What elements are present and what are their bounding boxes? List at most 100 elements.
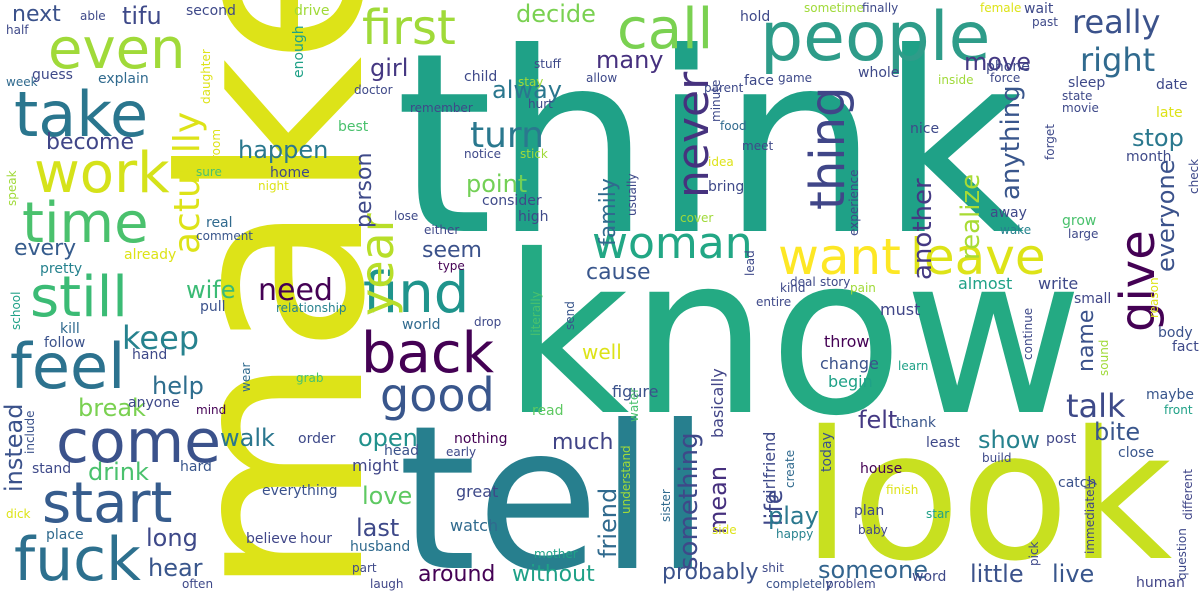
word: maybe <box>1146 387 1195 403</box>
word: enough <box>291 25 307 78</box>
word: every <box>14 236 77 261</box>
word: show <box>978 426 1041 454</box>
word: completely <box>766 577 833 591</box>
word: name <box>1074 309 1099 372</box>
word: force <box>990 71 1021 85</box>
word: wear <box>239 362 253 392</box>
word: much <box>552 430 614 455</box>
word: pretty <box>40 261 83 277</box>
word: grab <box>296 371 324 385</box>
word: back <box>361 321 495 386</box>
word: everyone <box>1152 159 1180 272</box>
word: dick <box>6 507 31 521</box>
word: walk <box>220 424 275 452</box>
word: bring <box>708 179 745 195</box>
word: house <box>860 461 903 477</box>
word: entire <box>756 295 792 309</box>
word: sleep <box>1068 75 1106 91</box>
word: immediately <box>1083 479 1097 554</box>
word: baby <box>858 523 888 537</box>
word: consider <box>482 193 542 209</box>
word: first <box>362 0 456 56</box>
word: star <box>926 507 950 521</box>
word: mind <box>196 403 227 417</box>
word: shit <box>762 561 784 575</box>
word: happen <box>238 136 329 164</box>
word: even <box>48 17 186 82</box>
word: people <box>760 0 991 77</box>
word: word <box>912 569 947 585</box>
word: school <box>9 291 23 330</box>
word: play <box>768 502 819 530</box>
word: nothing <box>454 431 508 447</box>
word: idea <box>708 155 734 169</box>
word: little <box>970 560 1024 588</box>
word: different <box>1181 469 1195 520</box>
word: everything <box>262 483 338 499</box>
word: water <box>627 387 641 422</box>
word: thing <box>800 86 856 210</box>
word: must <box>880 300 921 319</box>
word: know <box>502 208 1084 464</box>
word: point <box>466 170 528 198</box>
word: right <box>1080 41 1156 79</box>
word: whole <box>858 65 900 81</box>
word: experience <box>847 169 861 236</box>
word: sure <box>196 165 222 179</box>
word: game <box>778 71 813 85</box>
word: laugh <box>370 577 404 591</box>
word: tifu <box>122 2 162 30</box>
word: sound <box>1097 339 1111 376</box>
word: leave <box>910 228 1046 286</box>
word: able <box>80 9 106 23</box>
word: write <box>1038 274 1079 293</box>
word: talk <box>1066 387 1126 425</box>
word: minute <box>709 79 723 122</box>
word: best <box>338 119 369 135</box>
word: large <box>1068 227 1099 241</box>
word: pain <box>850 281 876 295</box>
word: create <box>783 449 797 488</box>
word: late <box>1156 105 1183 121</box>
word: date <box>1156 77 1188 93</box>
word: find <box>363 261 470 326</box>
word: change <box>820 354 879 373</box>
word: stay <box>518 75 544 89</box>
word: fuck <box>14 525 141 595</box>
word: love <box>362 482 413 510</box>
word: finish <box>886 483 919 497</box>
word: human <box>1136 575 1185 591</box>
word: hand <box>132 347 168 363</box>
word: cause <box>586 260 651 285</box>
word: literally <box>529 291 543 336</box>
word: relationship <box>276 301 347 315</box>
word: watch <box>450 516 499 535</box>
word: friend <box>594 487 622 558</box>
word: side <box>712 523 737 537</box>
word: bite <box>1094 418 1141 446</box>
word: guess <box>32 67 73 83</box>
word: husband <box>350 539 411 555</box>
word: allow <box>586 71 618 85</box>
word: seem <box>422 238 482 263</box>
word: pull <box>200 299 226 315</box>
word: face <box>744 73 774 89</box>
word: forget <box>1043 124 1057 160</box>
word: happy <box>776 527 814 541</box>
word: something <box>674 432 704 570</box>
word: work <box>34 141 170 206</box>
word: another <box>908 178 938 280</box>
word: nice <box>910 121 940 137</box>
word: realize <box>956 173 986 260</box>
word: drive <box>294 3 330 19</box>
word: grow <box>1062 213 1097 229</box>
word: move <box>964 48 1032 76</box>
word: deal <box>790 275 816 289</box>
word: close <box>1118 445 1155 461</box>
word: kind <box>780 281 806 295</box>
word: become <box>46 130 135 155</box>
word: meet <box>742 139 774 153</box>
word: notice <box>464 147 501 161</box>
word: live <box>1052 560 1095 588</box>
word: early <box>446 445 477 459</box>
